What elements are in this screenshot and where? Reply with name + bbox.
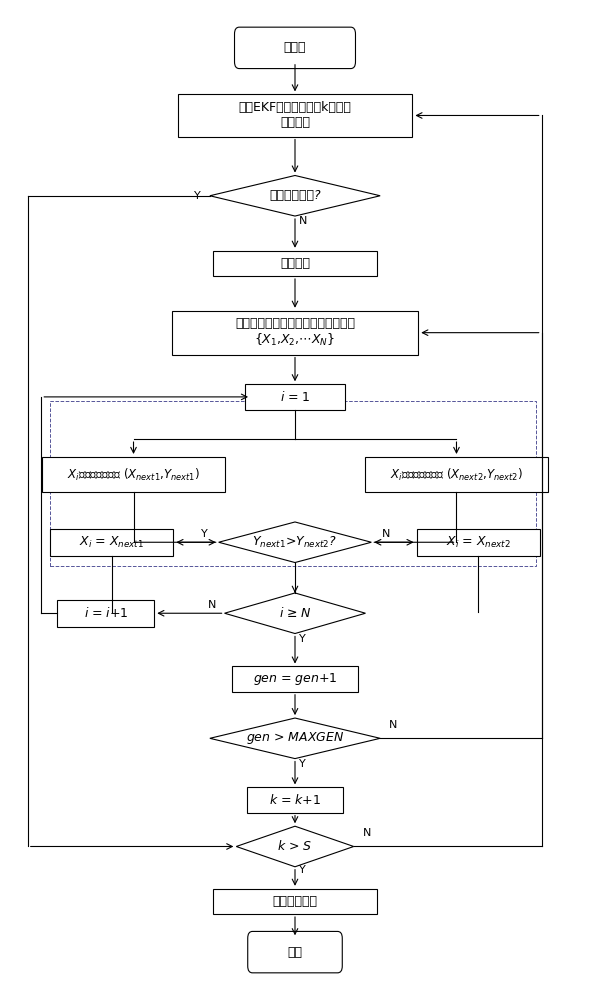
Text: Y: Y xyxy=(201,529,207,539)
FancyBboxPatch shape xyxy=(245,384,345,410)
Text: 结束: 结束 xyxy=(287,946,303,959)
Text: 满足约束条件?: 满足约束条件? xyxy=(269,189,321,202)
Text: N: N xyxy=(362,828,371,838)
Text: $X_i$聚群行为，得到 ($X_{next1}$,$Y_{next1}$): $X_i$聚群行为，得到 ($X_{next1}$,$Y_{next1}$) xyxy=(67,467,200,483)
FancyBboxPatch shape xyxy=(57,600,155,627)
Text: $k$ = $k$+1: $k$ = $k$+1 xyxy=(269,793,321,807)
FancyBboxPatch shape xyxy=(365,457,548,492)
Text: $Y_{next1}$>$Y_{next2}$?: $Y_{next1}$>$Y_{next2}$? xyxy=(253,535,337,550)
FancyBboxPatch shape xyxy=(417,529,540,556)
Text: 利用EKF进行估计得到k时刻状
态估计值: 利用EKF进行估计得到k时刻状 态估计值 xyxy=(238,101,352,129)
Text: Y: Y xyxy=(299,759,306,769)
FancyBboxPatch shape xyxy=(42,457,225,492)
Text: $X_i$ = $X_{next2}$: $X_i$ = $X_{next2}$ xyxy=(445,535,511,550)
Polygon shape xyxy=(225,593,365,634)
Text: $i$ = 1: $i$ = 1 xyxy=(280,390,310,404)
Text: N: N xyxy=(299,216,307,226)
Text: 设定鱼群算法参数值，并初始化鱼群
{$X_1$,$X_2$,⋯$X_N$}: 设定鱼群算法参数值，并初始化鱼群 {$X_1$,$X_2$,⋯$X_N$} xyxy=(235,317,355,348)
FancyBboxPatch shape xyxy=(172,311,418,355)
Polygon shape xyxy=(210,718,380,759)
Text: Y: Y xyxy=(299,634,306,644)
Polygon shape xyxy=(210,175,380,216)
Text: 确定辨识结果: 确定辨识结果 xyxy=(273,895,317,908)
Text: $gen$ > $MAXGEN$: $gen$ > $MAXGEN$ xyxy=(246,730,344,746)
Text: Y: Y xyxy=(194,191,201,201)
Polygon shape xyxy=(236,826,354,867)
FancyBboxPatch shape xyxy=(234,27,356,69)
Text: N: N xyxy=(382,529,390,539)
Text: $i$ ≥ $N$: $i$ ≥ $N$ xyxy=(278,606,312,620)
Text: $k$ > $S$: $k$ > $S$ xyxy=(277,839,313,853)
FancyBboxPatch shape xyxy=(178,94,412,137)
Text: $X_i$ = $X_{next1}$: $X_i$ = $X_{next1}$ xyxy=(79,535,145,550)
Text: Y: Y xyxy=(299,865,306,875)
Text: $X_i$追尾行为，得到 ($X_{next2}$,$Y_{next2}$): $X_i$追尾行为，得到 ($X_{next2}$,$Y_{next2}$) xyxy=(390,467,523,483)
Text: N: N xyxy=(208,600,216,610)
FancyBboxPatch shape xyxy=(248,931,342,973)
Text: $i$ = $i$+1: $i$ = $i$+1 xyxy=(84,606,128,620)
Polygon shape xyxy=(219,522,371,563)
Text: 优化问题: 优化问题 xyxy=(280,257,310,270)
Text: $gen$ = $gen$+1: $gen$ = $gen$+1 xyxy=(253,671,337,687)
FancyBboxPatch shape xyxy=(213,251,377,276)
FancyBboxPatch shape xyxy=(50,529,173,556)
FancyBboxPatch shape xyxy=(232,666,358,692)
Text: 初始化: 初始化 xyxy=(284,41,306,54)
Text: N: N xyxy=(389,720,397,730)
FancyBboxPatch shape xyxy=(213,889,377,914)
FancyBboxPatch shape xyxy=(247,787,343,813)
